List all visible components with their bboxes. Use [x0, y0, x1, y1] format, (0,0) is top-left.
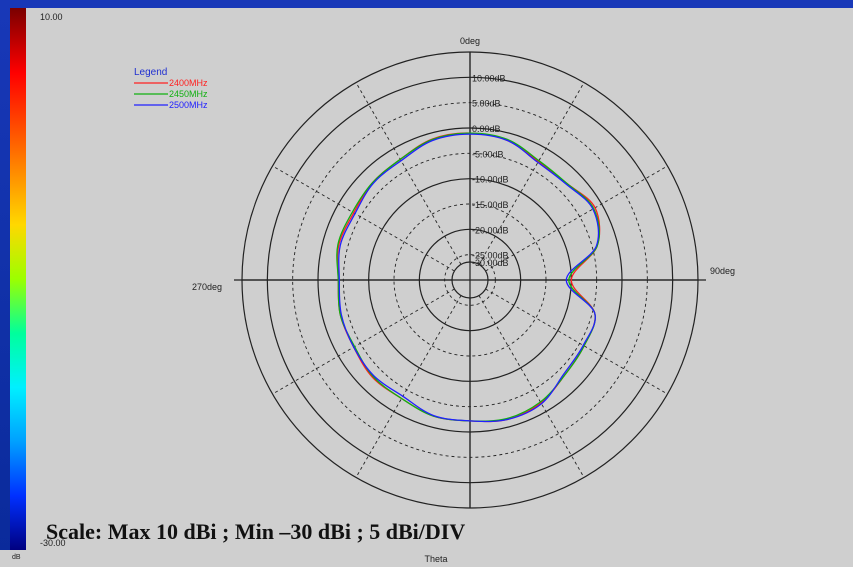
legend-title: Legend [134, 67, 167, 78]
polar-grid [234, 51, 706, 509]
angle-label: 270deg [192, 282, 222, 292]
angle-label: 0deg [460, 36, 480, 46]
radial-tick-label: 5.00dB [472, 99, 501, 109]
grid-spoke [478, 295, 585, 478]
grid-spoke [355, 295, 462, 478]
scale-note: Scale: Max 10 dBi ; Min –30 dBi ; 5 dBi/… [46, 519, 466, 544]
radial-tick-label: -20.00dB [472, 225, 509, 235]
grid-spoke [355, 82, 462, 265]
grid-spoke [485, 165, 668, 272]
radial-tick-label: -25.00dB [472, 251, 509, 261]
radial-tick-label: -10.00dB [472, 175, 509, 185]
radial-tick-labels: -30.00dB-25.00dB -20.00dB -15.00dB -10.00dB… [472, 73, 509, 268]
radial-tick-label: -5.00dB [472, 149, 504, 159]
series-line-2500MHz [338, 133, 600, 423]
series-lines [336, 132, 601, 423]
x-axis-label: Theta [424, 554, 447, 564]
legend-label: 2450MHz [169, 89, 208, 99]
radial-tick-label: -15.00dB [472, 200, 509, 210]
color-scale-bar [10, 8, 26, 550]
grid-spoke [272, 288, 455, 395]
radial-tick-label: 10.00dB [472, 73, 506, 83]
grid-spoke [478, 82, 585, 265]
bottom-strip [0, 550, 853, 567]
colorbar-unit-label: dB [12, 554, 21, 561]
colorbar-bottom-label: -30.00 [40, 538, 66, 548]
colorbar-top-label: 10.00 [40, 12, 63, 22]
angle-label: 90deg [710, 266, 735, 276]
radial-tick-label: 0.00dB [472, 124, 501, 134]
grid-spoke [485, 288, 668, 395]
legend-label: 2400MHz [169, 78, 208, 88]
angle-labels: 0deg 90deg 270deg [192, 36, 735, 292]
radial-tick-label: -30.00dB [472, 258, 509, 268]
plot-area [26, 8, 853, 550]
grid-spoke [272, 165, 455, 272]
legend-label: 2500MHz [169, 100, 208, 110]
